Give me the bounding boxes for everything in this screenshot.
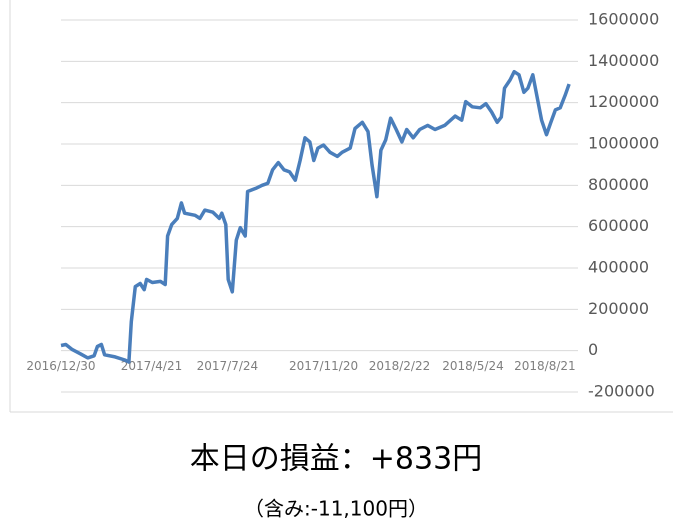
x-tick-label: 2017/7/24	[197, 359, 259, 373]
y-tick-label: 400000	[588, 258, 649, 277]
y-tick-label: 0	[588, 340, 598, 359]
x-tick-label: 2016/12/30	[26, 359, 95, 373]
y-tick-label: 1600000	[588, 10, 659, 29]
y-tick-label: 800000	[588, 175, 649, 194]
x-tick-label: 2017/11/20	[289, 359, 358, 373]
y-tick-label: -200000	[588, 382, 655, 401]
y-tick-label: 1000000	[588, 134, 659, 153]
chart-subtitle: （含み:-11,100円）	[244, 497, 428, 521]
x-tick-label: 2018/5/24	[442, 359, 504, 373]
data-line	[60, 69, 571, 364]
x-tick-label: 2018/8/21	[514, 359, 576, 373]
y-tick-label: 1400000	[588, 51, 659, 70]
chart-title: 本日の損益：+833円	[190, 442, 482, 477]
y-tick-label: 200000	[588, 299, 649, 318]
y-tick-label: 600000	[588, 216, 649, 235]
x-tick-label: 2018/2/22	[369, 359, 431, 373]
x-tick-label: 2017/4/21	[121, 359, 183, 373]
y-tick-label: 1200000	[588, 92, 659, 111]
